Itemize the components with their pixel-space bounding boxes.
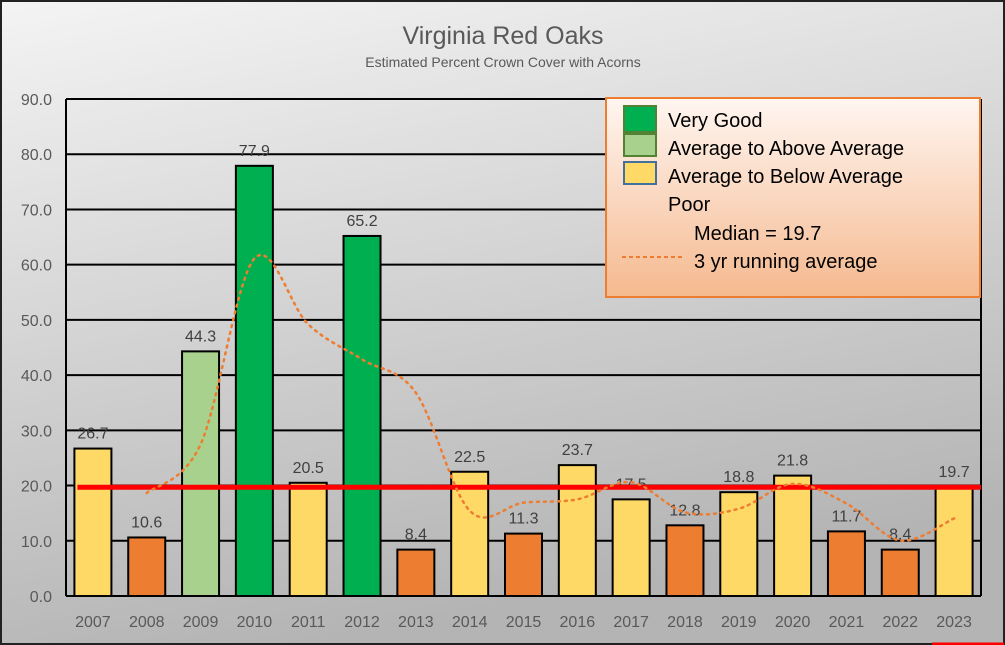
bar-2017 <box>611 498 651 597</box>
x-tick-label: 2014 <box>452 614 488 631</box>
legend-label: Median = 19.7 <box>694 223 821 245</box>
data-label-2019: 18.8 <box>723 469 754 486</box>
data-label-2008: 10.6 <box>131 514 162 531</box>
x-tick-label: 2019 <box>721 614 757 631</box>
x-tick-label: 2015 <box>506 614 542 631</box>
bar-2015 <box>504 532 543 597</box>
data-label-2012: 65.2 <box>346 213 377 230</box>
legend-label: Very Good <box>668 110 763 132</box>
x-tick-label: 2011 <box>291 614 326 631</box>
x-tick-label: 2018 <box>667 614 703 631</box>
bar-2010 <box>234 164 274 598</box>
data-label-2021: 11.7 <box>831 508 861 525</box>
chart-subtitle: Estimated Percent Crown Cover with Acorn… <box>365 54 640 70</box>
y-tick-label: 90.0 <box>21 92 52 109</box>
data-label-2018: 12.8 <box>669 502 700 519</box>
bar-2019 <box>719 491 759 597</box>
x-tick-label: 2010 <box>237 614 273 631</box>
x-tick-label: 2013 <box>398 614 434 631</box>
bar-2022 <box>880 548 920 598</box>
running-average-line <box>145 254 956 542</box>
x-tick-label: 2007 <box>75 614 111 631</box>
legend-swatch <box>623 105 657 133</box>
data-label-2015: 11.3 <box>509 511 539 528</box>
bar-2020 <box>773 474 813 598</box>
data-label-2011: 20.5 <box>293 460 324 477</box>
bar-2007 <box>73 447 113 597</box>
bar-2013 <box>396 548 436 598</box>
y-tick-label: 10.0 <box>21 534 52 551</box>
legend-swatch <box>623 161 657 185</box>
legend-label: Average to Below Average <box>668 166 903 188</box>
y-tick-label: 20.0 <box>21 479 52 496</box>
bar-2023 <box>934 486 974 597</box>
bar-2009 <box>181 350 221 598</box>
data-label-2023: 19.7 <box>939 464 970 481</box>
x-tick-label: 2022 <box>882 614 918 631</box>
legend-label: 3 yr running average <box>694 251 877 273</box>
data-label-2020: 21.8 <box>777 453 808 470</box>
legend-box <box>605 97 981 298</box>
y-tick-label: 40.0 <box>21 368 52 385</box>
legend-swatch <box>623 133 657 157</box>
y-tick-label: 70.0 <box>21 202 52 219</box>
bar-2018 <box>665 524 705 597</box>
legend: Very Good Average to Above Average Average… <box>605 97 981 298</box>
data-label-2010: 77.9 <box>239 143 270 160</box>
x-tick-label: 2021 <box>829 614 865 631</box>
bar-2014 <box>450 470 490 597</box>
x-tick-label: 2017 <box>613 614 649 631</box>
data-label-2009: 44.3 <box>185 328 216 345</box>
x-tick-label: 2008 <box>129 614 165 631</box>
y-tick-label: 50.0 <box>21 313 52 330</box>
x-tick-label: 2009 <box>183 614 219 631</box>
bar-2011 <box>288 481 328 597</box>
data-label-2007: 26.7 <box>77 426 108 443</box>
x-tick-label: 2023 <box>936 614 972 631</box>
bar-2021 <box>826 530 866 598</box>
data-label-2016: 23.7 <box>562 442 593 459</box>
y-tick-label: 80.0 <box>21 147 52 164</box>
y-tick-label: 30.0 <box>21 423 52 440</box>
data-label-2014: 22.5 <box>454 449 485 466</box>
data-label-2013: 8.4 <box>405 527 427 544</box>
x-tick-label: 2012 <box>344 614 380 631</box>
legend-label: Average to Above Average <box>668 138 904 160</box>
x-tick-label: 2016 <box>560 614 596 631</box>
bar-2008 <box>127 536 167 597</box>
legend-label: Poor <box>668 194 711 216</box>
bar-2012 <box>342 234 382 597</box>
x-tick-label: 2020 <box>775 614 811 631</box>
y-tick-label: 0.0 <box>30 589 52 606</box>
chart-title: Virginia Red Oaks <box>402 22 603 50</box>
y-tick-label: 60.0 <box>21 258 52 275</box>
